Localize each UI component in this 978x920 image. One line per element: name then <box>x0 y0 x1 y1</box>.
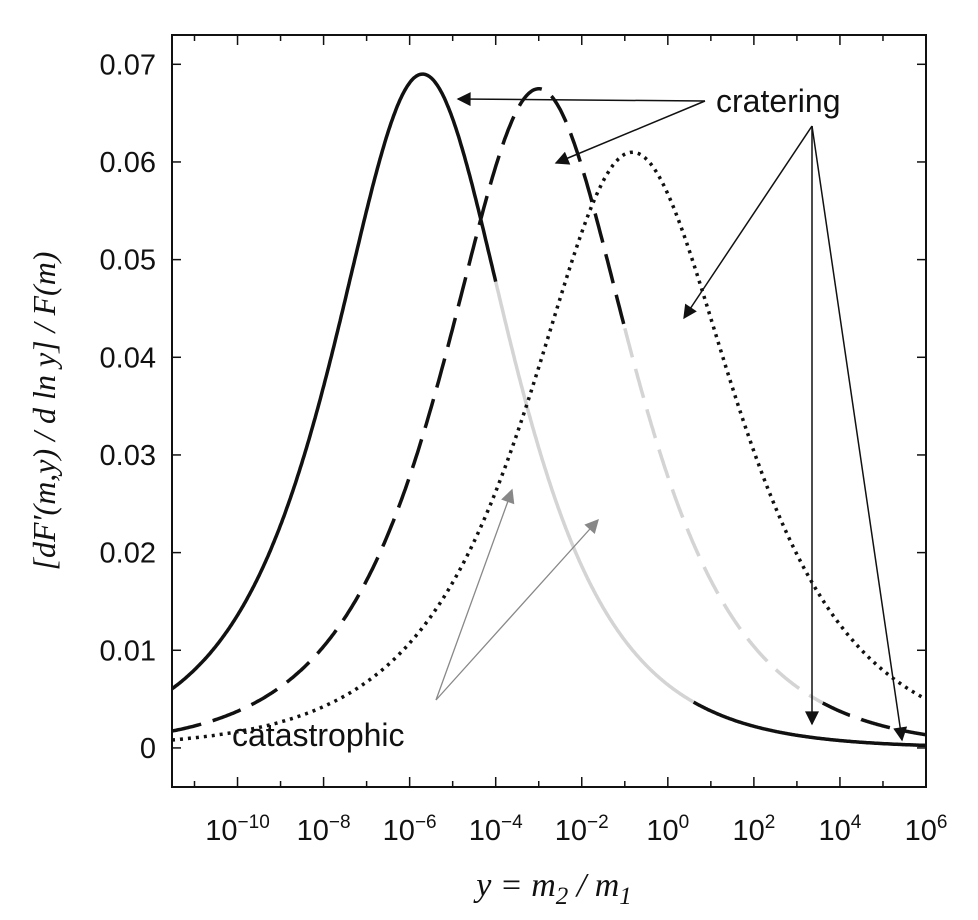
x-tick-label: 10−8 <box>297 812 351 847</box>
x-axis-title-prefix: y = m <box>473 867 556 904</box>
annotation-catastrophic: catastrophic <box>232 717 405 753</box>
cratering-arrow <box>683 125 813 320</box>
series-1-catastrophic <box>623 327 824 705</box>
y-tick-label: 0.07 <box>100 49 156 81</box>
catastrophic-arrow <box>435 518 599 701</box>
y-tick-label: 0.06 <box>100 147 156 179</box>
cratering-arrow <box>456 92 706 107</box>
series-1-cratering-tail <box>821 701 928 737</box>
y-axis-ticks: 0 0.01 0.02 0.03 0.04 0.05 0.06 0.07 <box>100 49 926 765</box>
annotation-arrows <box>435 92 908 742</box>
x-tick-label: 106 <box>905 812 948 847</box>
annotation-cratering: cratering <box>716 83 841 119</box>
series-0-cratering-tail <box>692 700 927 748</box>
series-0-catastrophic <box>494 281 695 704</box>
y-tick-label: 0.02 <box>100 538 156 570</box>
plot-frame <box>171 34 927 788</box>
x-tick-label: 10−10 <box>205 812 270 847</box>
y-tick-label: 0.04 <box>100 342 156 374</box>
series-2-cratering <box>171 150 927 742</box>
y-tick-label: 0.01 <box>100 635 156 667</box>
x-axis-ticks: 10−10 10−8 10−6 10−4 10−2 100 102 104 106 <box>193 35 948 847</box>
x-axis-title-sub1: 2 <box>556 883 569 910</box>
x-axis-title: y = m2 / m1 <box>473 867 632 910</box>
y-tick-label: 0 <box>140 733 156 765</box>
x-tick-label: 102 <box>732 812 775 847</box>
catastrophic-arrow <box>435 488 515 701</box>
x-tick-label: 10−2 <box>555 812 609 847</box>
series-1-cratering <box>171 86 627 733</box>
x-tick-label: 10−4 <box>469 812 523 847</box>
cratering-arrow <box>811 125 908 742</box>
series-0-cratering <box>170 72 498 691</box>
x-axis-title-mid: / m <box>568 867 619 904</box>
x-tick-label: 104 <box>819 812 862 847</box>
y-axis-title: [dF′(m,y) / d ln y] / F(m) <box>26 252 62 571</box>
x-tick-label: 10−6 <box>383 812 437 847</box>
x-axis-title-sub2: 1 <box>619 883 632 910</box>
y-tick-label: 0.03 <box>100 440 156 472</box>
x-tick-label: 100 <box>646 812 689 847</box>
cratering-arrow <box>554 100 706 165</box>
y-tick-label: 0.05 <box>100 245 156 277</box>
curves-layer <box>170 72 928 748</box>
